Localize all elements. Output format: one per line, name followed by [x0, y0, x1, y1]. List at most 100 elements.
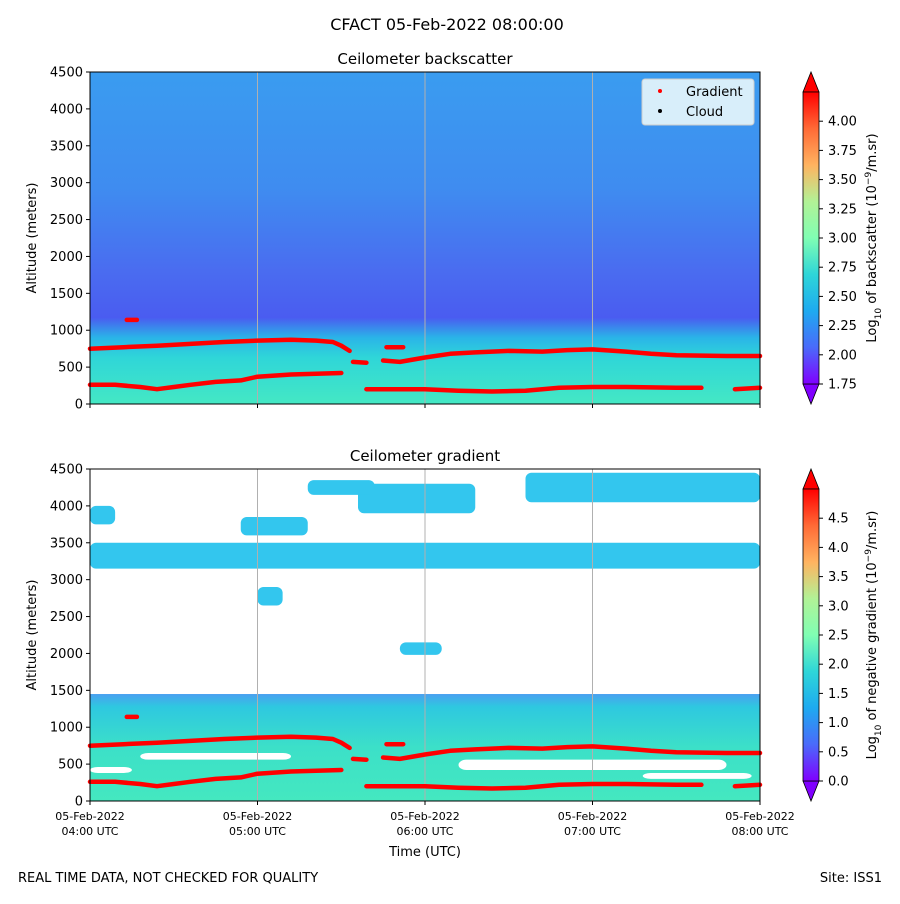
- y-tick-label-8: 4000: [50, 499, 83, 514]
- x-tick-label-4-line-1: 08:00 UTC: [731, 825, 788, 838]
- y-tick-label-6: 3000: [50, 176, 83, 191]
- colorbar-label: Log10 of backscatter (10−9/m.sr): [864, 133, 884, 342]
- legend-label-gradient: Gradient: [686, 85, 743, 100]
- gradient-series-2-segment-0: [87, 370, 344, 392]
- panel-title: Ceilometer gradient: [350, 447, 500, 465]
- x-axis-ticks: [89, 404, 761, 408]
- y-tick-label-7: 3500: [50, 536, 83, 551]
- x-axis-ticks: 05-Feb-2022 04:00 UTC 05-Feb-2022 05:00 UTC…: [55, 801, 795, 838]
- gradient-series: [87, 714, 763, 791]
- x-tick-label-3-line-0: 05-Feb-2022: [558, 810, 627, 823]
- legend-marker-gradient: [658, 89, 662, 93]
- gradient-series-2-segment-1: [364, 384, 704, 394]
- y-tick-label-3: 1500: [50, 287, 83, 302]
- colorbar-tick-label-3: 2.50: [828, 290, 857, 305]
- legend-marker-cloud: [658, 109, 662, 113]
- colorbar-min-extend: [802, 383, 820, 406]
- x-axis-label: Time (UTC): [388, 845, 461, 860]
- y-tick-label-1: 500: [58, 361, 83, 376]
- cloud-layer-7: [399, 642, 442, 655]
- clear-gap-2: [90, 767, 132, 773]
- x-tick-label-3-line-1: 07:00 UTC: [564, 825, 621, 838]
- colorbar-tick-label-1: 2.00: [828, 348, 857, 363]
- colorbar-tick-label-9: 4.5: [828, 512, 849, 527]
- quality-disclaimer: REAL TIME DATA, NOT CHECKED FOR QUALITY: [18, 871, 319, 886]
- colorbar-tick-label-9: 4.00: [828, 115, 857, 130]
- suptitle: CFACT 05-Feb-2022 08:00:00: [330, 15, 564, 34]
- colorbar-gradient: [802, 91, 820, 385]
- colorbar-tick-label-8: 4.0: [828, 541, 849, 556]
- cloud-layer-3: [525, 472, 760, 503]
- y-tick-label-0: 0: [75, 398, 83, 413]
- gradient-series-0-segment-0: [87, 337, 352, 354]
- gradient-series-0-segment-2: [380, 347, 763, 365]
- colorbar-tick-label-4: 2.0: [828, 658, 849, 673]
- y-tick-label-2: 1000: [50, 721, 83, 736]
- backscatter-colorbar: 1.75 2.00 2.25 2.50 2.75 3.00 3.25 3.50 3.75 4.00…: [802, 70, 884, 406]
- colorbar-gradient: [802, 488, 820, 782]
- legend: Gradient Cloud: [641, 78, 755, 126]
- x-tick-label-1-line-1: 05:00 UTC: [229, 825, 286, 838]
- x-tick-label-2-line-1: 06:00 UTC: [396, 825, 453, 838]
- panel-title: Ceilometer backscatter: [337, 50, 513, 68]
- y-tick-label-4: 2000: [50, 250, 83, 265]
- y-tick-label-5: 2500: [50, 610, 83, 625]
- colorbar-tick-label-2: 1.0: [828, 716, 849, 731]
- legend-label-cloud: Cloud: [686, 105, 723, 120]
- colorbar-tick-label-3: 1.5: [828, 687, 849, 702]
- colorbar-tick-label-6: 3.0: [828, 599, 849, 614]
- clear-gap-3: [642, 772, 752, 779]
- cloud-layer-6: [257, 587, 283, 606]
- colorbar-tick-label-5: 2.5: [828, 629, 849, 644]
- cloud-layer-4: [90, 505, 116, 525]
- backscatter-panel: Ceilometer backscatter 0 500 1000 1500 2000 2…: [25, 50, 884, 413]
- cloud-layer-8: [240, 516, 308, 536]
- colorbar-tick-label-2: 2.25: [828, 319, 857, 334]
- y-axis-label: Altitude (meters): [25, 183, 40, 294]
- cloud-layer-5: [307, 480, 375, 495]
- gradient-series-2-segment-0: [87, 767, 344, 789]
- colorbar-tick-label-8: 3.75: [828, 144, 857, 159]
- gradient-colorbar: 0.0 0.5 1.0 1.5 2.0 2.5 3.0 3.5 4.0 4.5 Log10 of n…: [802, 467, 884, 803]
- gradient-series: [87, 317, 763, 394]
- colorbar-tick-label-5: 3.00: [828, 232, 857, 247]
- colorbar-tick-label-4: 2.75: [828, 261, 857, 276]
- x-tick-label-1-line-0: 05-Feb-2022: [223, 810, 292, 823]
- colorbar-tick-label-0: 1.75: [828, 378, 857, 393]
- gradient-panel: Ceilometer gradient 0 500 1000 1500 2000 2500…: [25, 447, 884, 860]
- gradient-series-2-segment-1: [364, 781, 704, 791]
- y-axis-ticks: 0 500 1000 1500 2000 2500 3000 3500 4000 4500: [50, 66, 90, 413]
- y-tick-label-6: 3000: [50, 573, 83, 588]
- gradient-series-0-segment-2: [380, 744, 763, 762]
- y-tick-label-5: 2500: [50, 213, 83, 228]
- colorbar-max-extend: [802, 467, 820, 490]
- legend-box: [641, 78, 755, 126]
- x-tick-label-0-line-0: 05-Feb-2022: [55, 810, 124, 823]
- y-axis-ticks: 0 500 1000 1500 2000 2500 3000 3500 4000 4500: [50, 463, 90, 810]
- colorbar-tick-label-1: 0.5: [828, 745, 849, 760]
- gradient-series-0-segment-1: [350, 359, 369, 365]
- colorbar-tick-label-6: 3.25: [828, 202, 857, 217]
- colorbar-tick-label-7: 3.5: [828, 570, 849, 585]
- cloud-layer-2: [358, 483, 476, 514]
- y-tick-label-9: 4500: [50, 463, 83, 478]
- gradient-series-2-segment-2: [732, 385, 763, 392]
- y-tick-label-0: 0: [75, 795, 83, 810]
- colorbar-tick-label-7: 3.50: [828, 173, 857, 188]
- y-tick-label-4: 2000: [50, 647, 83, 662]
- y-tick-label-7: 3500: [50, 139, 83, 154]
- y-tick-label-3: 1500: [50, 684, 83, 699]
- clear-gap-0: [140, 753, 291, 760]
- y-tick-label-9: 4500: [50, 66, 83, 81]
- gradient-series-0-segment-0: [87, 734, 352, 751]
- y-tick-label-8: 4000: [50, 102, 83, 117]
- y-tick-label-1: 500: [58, 758, 83, 773]
- colorbar-min-extend: [802, 780, 820, 803]
- x-tick-label-4-line-0: 05-Feb-2022: [725, 810, 794, 823]
- colorbar-max-extend: [802, 70, 820, 93]
- y-tick-label-2: 1000: [50, 324, 83, 339]
- colorbar-tick-label-0: 0.0: [828, 775, 849, 790]
- colorbar-label: Log10 of negative gradient (10−9/m.sr): [864, 511, 884, 760]
- site-label: Site: ISS1: [819, 871, 882, 886]
